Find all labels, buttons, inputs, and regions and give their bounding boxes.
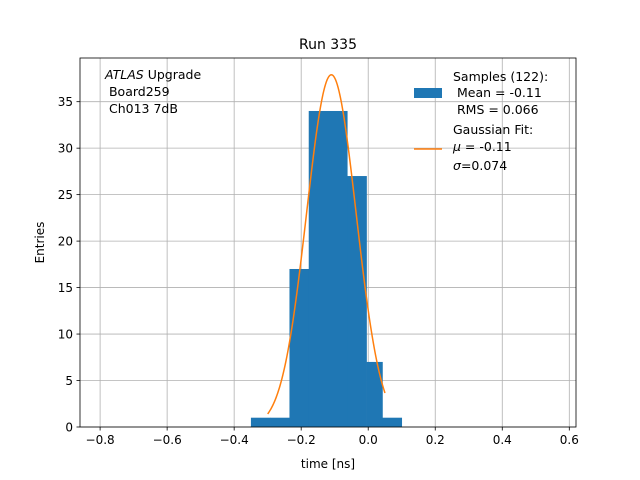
annotation-upgrade: Upgrade [144,67,202,82]
atlas-annotation: ATLAS Upgrade Board259 Ch013 7dB [104,67,201,116]
histogram-bar [366,361,383,427]
x-tick-label: 0.6 [560,433,579,447]
y-tick-label: 15 [58,281,73,295]
x-tick-label: −0.8 [86,433,115,447]
legend: Samples (122): Mean = -0.11 RMS = 0.066 … [414,69,548,173]
histogram-bar [347,176,367,427]
y-tick-label: 35 [58,95,73,109]
legend-fit-mu: μ = -0.11 [452,139,512,154]
legend-mu-symbol: μ [452,139,461,154]
annotation-line-channel: Ch013 7dB [105,101,178,116]
y-tick-label: 10 [58,327,73,341]
legend-samples-mean: Mean = -0.11 [453,85,542,100]
histogram-bar [308,110,329,427]
x-tick-label: −0.2 [287,433,316,447]
legend-fit-title: Gaussian Fit: [453,122,533,137]
y-tick-label: 0 [65,420,73,434]
x-tick-label: 0.4 [493,433,512,447]
x-tick-label: −0.4 [220,433,249,447]
annotation-line-board: Board259 [105,84,170,99]
x-tick-label: 0.2 [426,433,445,447]
gaussian-fit [267,73,386,415]
histogram-bar [250,417,271,427]
histogram-bar [289,268,310,427]
x-axis-label: time [ns] [301,457,355,471]
y-tick-label: 25 [58,188,73,202]
legend-samples-rms: RMS = 0.066 [453,102,539,117]
legend-samples-title: Samples (122): [453,69,548,84]
histogram-bar [382,417,403,427]
annotation-line-atlas: ATLAS Upgrade [104,67,201,82]
annotation-atlas-italic: ATLAS [104,67,144,82]
y-tick-label: 5 [65,374,73,388]
chart-title: Run 335 [299,37,357,53]
x-tick-label: −0.6 [153,433,182,447]
legend-sigma-value: =0.074 [461,158,507,173]
legend-fit-sigma: σ=0.074 [453,158,507,173]
legend-sigma-symbol: σ [453,158,462,173]
legend-swatch-samples [414,88,442,98]
histogram-bar [328,110,348,427]
axis-ticks: −0.8 −0.6 −0.4 −0.2 0.0 0.2 0.4 0.6 0 5 10 15 20 25 30… [58,95,579,447]
y-axis-label: Entries [33,222,47,264]
x-tick-label: 0.0 [359,433,378,447]
axes-frame [79,57,577,428]
y-tick-label: 30 [58,141,73,155]
legend-mu-value: = -0.11 [461,139,512,154]
y-tick-label: 20 [58,234,73,248]
gaussian-fit-curve [267,73,386,415]
histogram-bar [270,417,290,427]
